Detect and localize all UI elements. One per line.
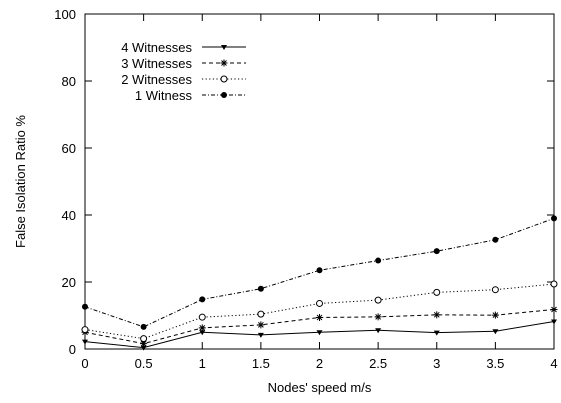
legend-marker-2-witnesses (220, 75, 228, 83)
data-point-4-witnesses (199, 330, 206, 336)
data-point-3-witnesses (550, 305, 558, 313)
y-tick-label: 40 (62, 208, 76, 223)
series-line-1-witness (84, 217, 555, 328)
series-group (81, 215, 558, 351)
data-point-2-witnesses (550, 280, 558, 288)
x-tick-label: 4 (550, 356, 557, 371)
data-point-1-witness (433, 248, 440, 255)
legend-label-1-witness: 1 Witness (135, 88, 193, 103)
data-point-4-witnesses (316, 330, 323, 336)
data-point-3-witnesses (316, 314, 323, 322)
data-point-4-witnesses (492, 329, 499, 335)
x-axis-title: Nodes' speed m/s (268, 380, 372, 395)
data-point-1-witness (492, 236, 499, 243)
data-point-1-witness (316, 267, 323, 274)
data-point-4-witnesses (433, 330, 440, 336)
data-point-1-witness (199, 296, 206, 303)
data-point-3-witnesses (491, 311, 499, 319)
data-point-2-witnesses (81, 326, 89, 334)
data-point-2-witnesses (316, 299, 323, 307)
legend-label-2-witnesses: 2 Witnesses (121, 72, 192, 87)
data-point-4-witnesses (375, 328, 382, 334)
data-point-4-witnesses (551, 319, 557, 325)
data-point-3-witnesses (257, 321, 265, 329)
legend-marker-3-witnesses (220, 59, 228, 67)
y-tick-label: 20 (62, 275, 76, 290)
data-point-4-witnesses (82, 339, 88, 345)
x-tick-label: 3.5 (486, 356, 504, 371)
data-point-2-witnesses (257, 310, 265, 318)
data-point-4-witnesses (140, 345, 147, 351)
x-tick-label: 1.5 (252, 356, 270, 371)
x-tick-label: 1 (199, 356, 206, 371)
data-point-1-witness (375, 257, 382, 264)
y-tick-label: 60 (62, 141, 76, 156)
y-tick-label: 0 (69, 342, 76, 357)
legend-label-4-witnesses: 4 Witnesses (121, 40, 192, 55)
x-tick-label: 0.5 (135, 356, 153, 371)
data-point-2-witnesses (198, 313, 206, 321)
data-point-3-witnesses (140, 340, 148, 348)
x-tick-label: 2.5 (369, 356, 387, 371)
data-point-4-witnesses (257, 332, 264, 338)
y-tick-label: 80 (62, 74, 76, 89)
series-line-2-witnesses (84, 283, 555, 340)
data-point-1-witness (82, 303, 88, 310)
data-point-3-witnesses (433, 311, 441, 319)
x-tick-label: 0 (81, 356, 88, 371)
data-point-2-witnesses (140, 335, 148, 343)
data-point-1-witness (140, 323, 147, 330)
data-point-1-witness (551, 215, 557, 222)
y-axis-title: False Isolation Ratio % (13, 115, 28, 248)
data-point-2-witnesses (374, 296, 382, 304)
y-tick-label: 100 (54, 7, 76, 22)
legend-marker-4-witnesses (221, 45, 227, 50)
data-point-3-witnesses (198, 324, 206, 332)
legend-label-3-witnesses: 3 Witnesses (121, 56, 192, 71)
x-tick-label: 2 (316, 356, 323, 371)
data-point-2-witnesses (491, 286, 499, 294)
x-tick-label: 3 (433, 356, 440, 371)
legend-marker-1-witness (221, 92, 227, 98)
data-point-2-witnesses (433, 288, 441, 296)
data-point-3-witnesses (374, 313, 382, 321)
data-point-1-witness (257, 285, 264, 292)
